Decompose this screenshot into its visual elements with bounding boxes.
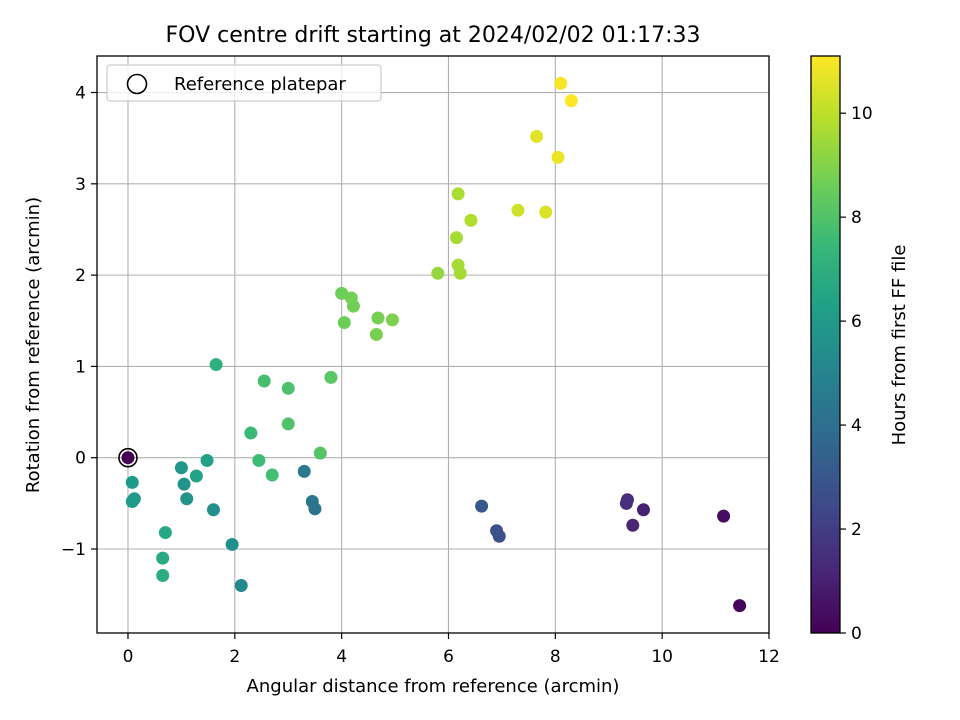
- x-tick-label: 4: [336, 647, 347, 667]
- x-tick-label: 2: [229, 647, 240, 667]
- y-tick-label: 1: [75, 357, 86, 377]
- scatter-point: [346, 299, 360, 313]
- scatter-point: [234, 579, 248, 593]
- scatter-point: [174, 461, 188, 475]
- scatter-point: [490, 524, 504, 538]
- legend: Reference platepar: [106, 64, 382, 102]
- scatter-point: [244, 426, 258, 440]
- y-tick-label: 2: [75, 266, 86, 286]
- scatter-point: [464, 213, 478, 227]
- scatter-point: [257, 374, 271, 388]
- x-axis-label: Angular distance from reference (arcmin): [247, 676, 620, 697]
- scatter-point: [717, 509, 731, 523]
- scatter-point: [297, 464, 311, 478]
- scatter-point: [733, 599, 747, 613]
- scatter-point: [564, 94, 578, 108]
- x-axis-ticks: 0 2 4 6 8 10 12: [123, 633, 780, 667]
- scatter-point: [200, 453, 214, 467]
- scatter-point: [265, 468, 279, 482]
- colorbar-tick-label: 10: [851, 104, 873, 124]
- colorbar-tick-label: 8: [851, 208, 862, 228]
- scatter-point: [619, 496, 633, 510]
- scatter-point: [385, 313, 399, 327]
- scatter-point: [177, 477, 191, 491]
- scatter-point: [636, 503, 650, 517]
- y-axis-label: Rotation from reference (arcmin): [23, 197, 44, 493]
- colorbar-gradient: [811, 56, 840, 633]
- x-tick-label: 12: [758, 647, 780, 667]
- colorbar-label: Hours from first FF file: [889, 245, 910, 446]
- scatter-point: [475, 499, 489, 513]
- scatter-point: [313, 446, 327, 460]
- scatter-point: [121, 451, 135, 465]
- scatter-point: [305, 495, 319, 509]
- scatter-point: [337, 316, 351, 330]
- x-tick-label: 0: [123, 647, 134, 667]
- legend-box: [106, 64, 382, 102]
- scatter-point: [225, 537, 239, 551]
- colorbar-tick-label: 0: [851, 624, 862, 644]
- colorbar-tick-label: 2: [851, 520, 862, 540]
- legend-label: Reference platepar: [174, 74, 346, 95]
- scatter-point: [554, 76, 568, 90]
- scatter-point: [252, 453, 266, 467]
- y-tick-label: −1: [61, 540, 86, 560]
- scatter-point: [180, 492, 194, 506]
- grid: [97, 56, 770, 633]
- y-tick-label: 3: [75, 175, 86, 195]
- scatter-point: [450, 231, 464, 245]
- scatter-point: [125, 495, 139, 509]
- plot-frame: [96, 55, 770, 634]
- scatter-point: [369, 327, 383, 341]
- reference-platepar-marker: [118, 447, 138, 468]
- colorbar-tick-label: 4: [851, 416, 862, 436]
- scatter-point: [324, 370, 338, 384]
- scatter-point: [281, 417, 295, 431]
- scatter-point: [206, 503, 220, 517]
- y-axis-ticks: −1 0 1 2 3 4: [61, 84, 97, 560]
- legend-open-circle-icon: [126, 73, 148, 95]
- scatter-point: [431, 266, 445, 280]
- x-tick-label: 10: [651, 647, 673, 667]
- y-tick-label: 0: [75, 449, 86, 469]
- colorbar-tick-label: 6: [851, 312, 862, 332]
- scatter-point: [189, 469, 203, 483]
- scatter-point: [209, 358, 223, 372]
- scatter-point: [125, 475, 139, 489]
- scatter-point: [551, 150, 565, 164]
- x-tick-label: 8: [550, 647, 561, 667]
- scatter-points: [121, 76, 747, 613]
- x-tick-label: 6: [443, 647, 454, 667]
- scatter-point: [539, 205, 553, 219]
- scatter-point: [158, 526, 172, 540]
- chart-title: FOV centre drift starting at 2024/02/02 …: [166, 23, 701, 48]
- colorbar-ticks: 0 2 4 6 8 10: [840, 104, 873, 644]
- scatter-point: [281, 381, 295, 395]
- scatter-point: [511, 203, 525, 217]
- scatter-point: [371, 311, 385, 325]
- scatter-point: [626, 518, 640, 532]
- scatter-point: [453, 266, 467, 280]
- scatter-point: [451, 187, 465, 201]
- scatter-point: [156, 551, 170, 565]
- scatter-point: [530, 129, 544, 143]
- scatter-point: [156, 568, 170, 582]
- colorbar-frame: [810, 55, 841, 634]
- y-tick-label: 4: [75, 84, 86, 104]
